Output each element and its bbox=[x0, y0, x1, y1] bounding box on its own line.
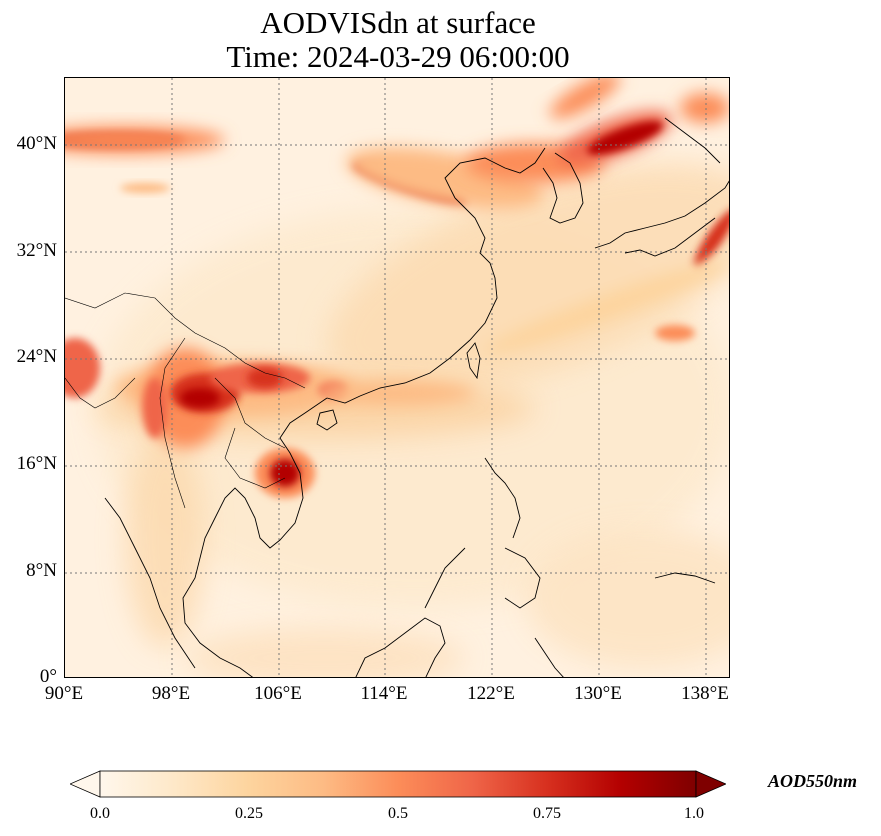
graticule bbox=[65, 78, 729, 677]
map-title: AODVISdn at surface bbox=[260, 5, 536, 40]
colorbar-label: AOD550nm bbox=[768, 771, 858, 791]
lat-tick-label: 32°N bbox=[16, 240, 57, 261]
colorbar-tick-label: 1.0 bbox=[684, 805, 704, 822]
lon-tick-label: 138°E bbox=[681, 683, 729, 704]
lon-tick-label: 98°E bbox=[151, 683, 191, 704]
map-time-subtitle: Time: 2024-03-29 06:00:00 bbox=[226, 39, 570, 74]
lon-tick-label: 106°E bbox=[254, 683, 302, 704]
map-canvas bbox=[65, 78, 729, 677]
colorbar-min-extend-arrow bbox=[70, 770, 101, 798]
colorbar-tick-label: 0.0 bbox=[90, 805, 110, 822]
colorbar-tick-label: 0.75 bbox=[533, 805, 561, 822]
lat-tick-label: 40°N bbox=[16, 133, 57, 154]
lon-tick-label: 90°E bbox=[44, 683, 84, 704]
map-panel[interactable] bbox=[64, 77, 730, 678]
colorbar-max-extend-arrow bbox=[695, 770, 726, 798]
lon-tick-label: 130°E bbox=[574, 683, 622, 704]
lat-tick-label: 16°N bbox=[16, 453, 57, 474]
colorbar-gradient bbox=[99, 770, 697, 798]
lat-tick-label: 8°N bbox=[26, 560, 57, 581]
lon-tick-label: 122°E bbox=[467, 683, 515, 704]
colorbar-tick-label: 0.25 bbox=[235, 805, 263, 822]
lat-tick-label: 0° bbox=[39, 666, 57, 687]
colorbar bbox=[70, 770, 726, 798]
country-borders bbox=[65, 292, 306, 509]
coastlines bbox=[104, 117, 729, 677]
aod-field bbox=[65, 78, 729, 677]
colorbar-tick-label: 0.5 bbox=[388, 805, 408, 822]
lat-tick-label: 24°N bbox=[16, 346, 57, 367]
lon-tick-label: 114°E bbox=[360, 683, 408, 704]
